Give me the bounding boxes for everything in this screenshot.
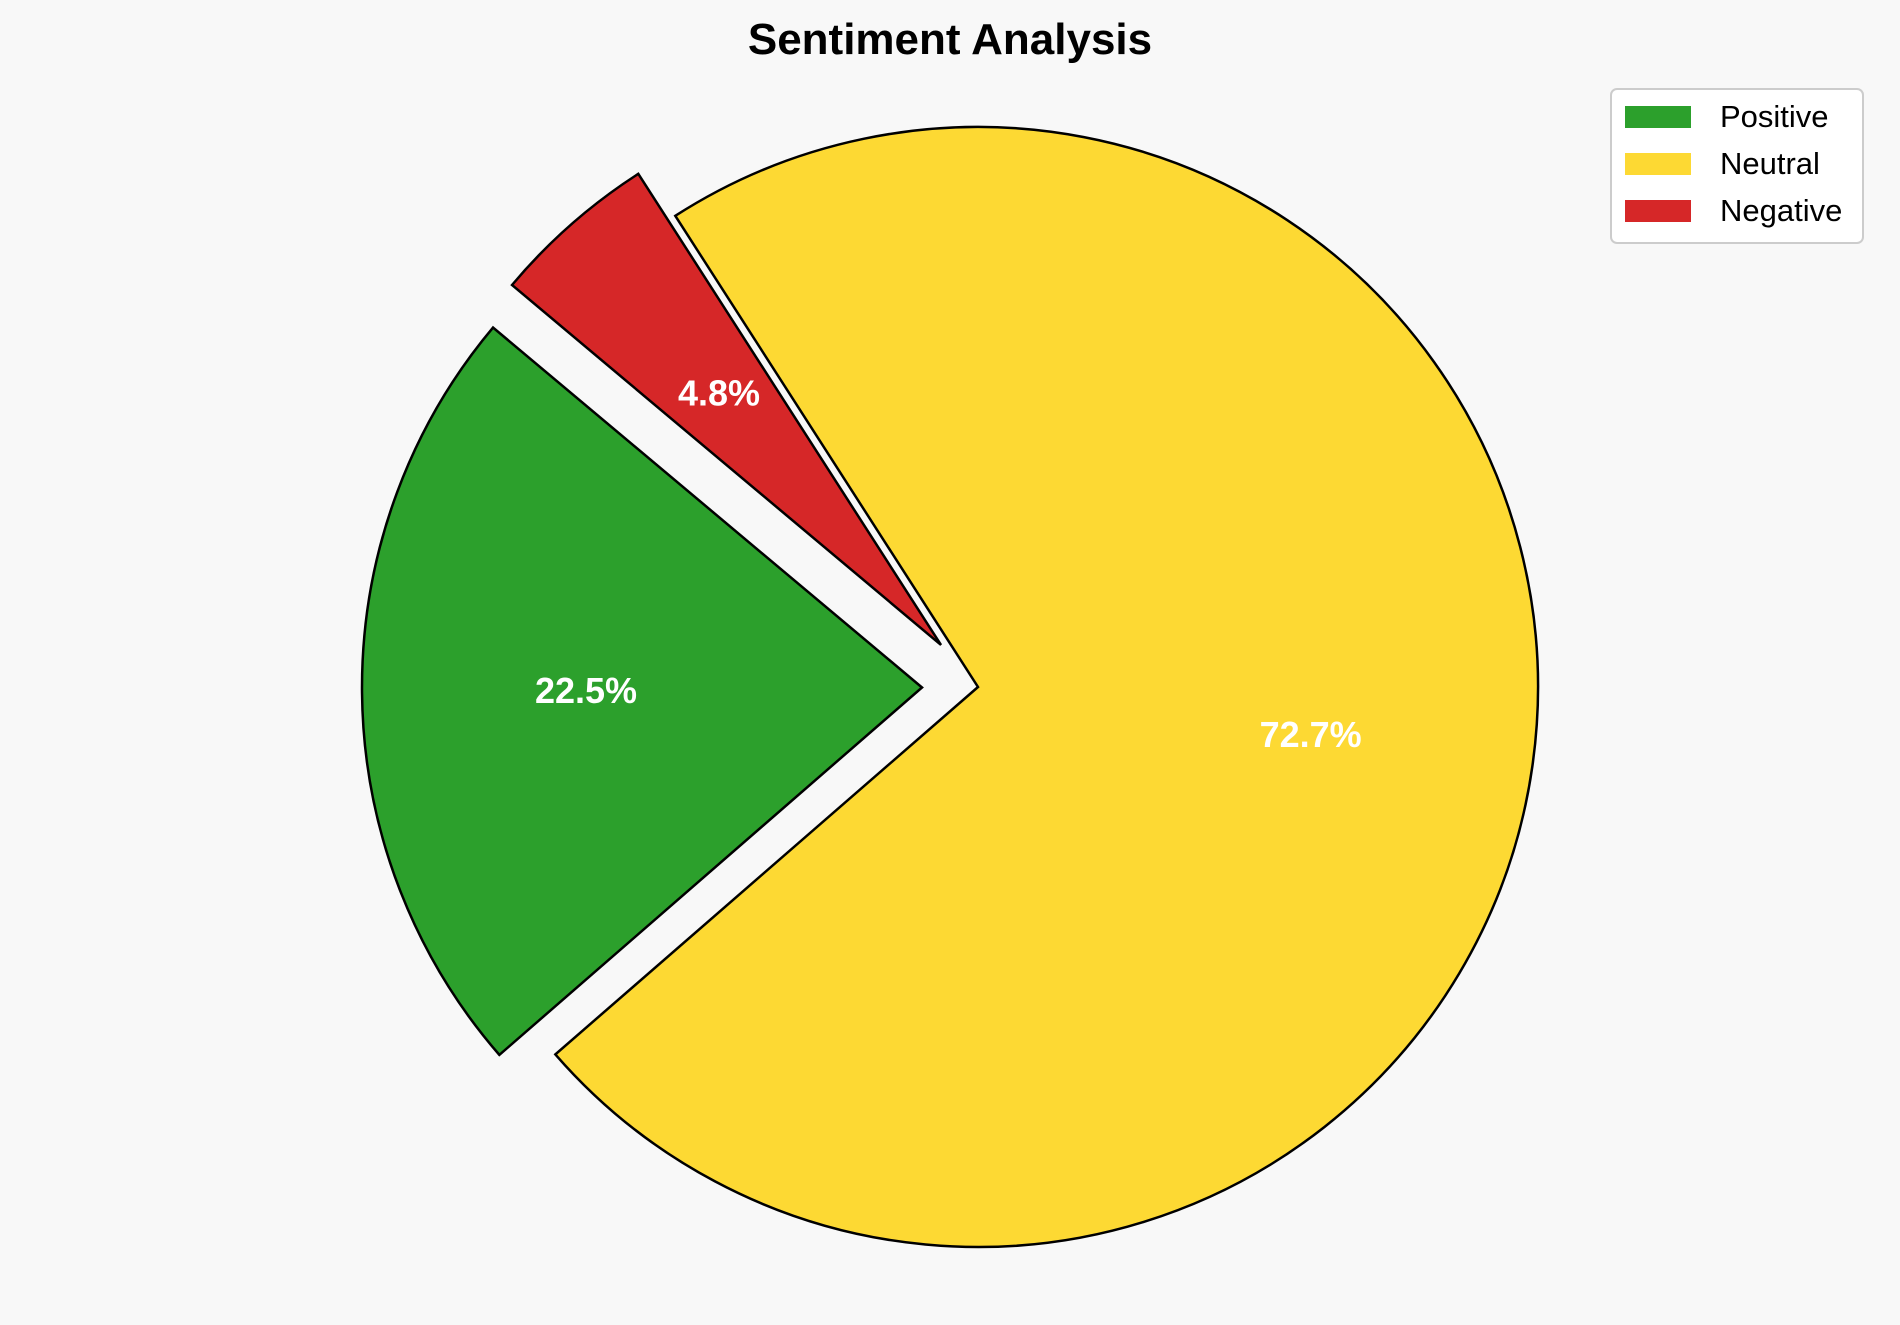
- pie-slice-neutral: [553, 125, 1540, 1249]
- pie-slice-positive: [360, 325, 924, 1057]
- legend-label-negative: Negative: [1720, 193, 1842, 228]
- legend-swatch-negative: [1625, 200, 1691, 222]
- legend-swatch-positive: [1625, 106, 1691, 128]
- pie-label-negative: 4.8%: [678, 372, 760, 413]
- legend-label-positive: Positive: [1720, 99, 1829, 134]
- pie-slice-negative: [510, 172, 943, 646]
- pie-label-positive: 22.5%: [535, 670, 637, 711]
- chart-title: Sentiment Analysis: [748, 15, 1152, 64]
- pie-slices: [360, 125, 1540, 1249]
- legend-label-neutral: Neutral: [1720, 146, 1820, 181]
- legend: Positive Neutral Negative: [1610, 88, 1864, 244]
- legend-swatch-neutral: [1625, 153, 1691, 175]
- pie-percent-labels: 22.5% 72.7% 4.8%: [535, 372, 1362, 755]
- pie-label-neutral: 72.7%: [1260, 714, 1362, 755]
